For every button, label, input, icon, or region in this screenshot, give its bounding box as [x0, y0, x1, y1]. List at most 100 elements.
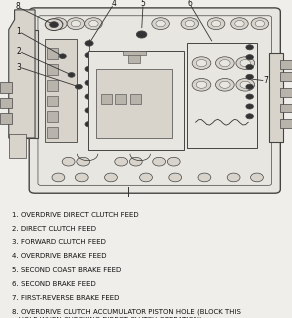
Text: 1: 1: [17, 27, 21, 36]
Circle shape: [246, 45, 253, 50]
Circle shape: [196, 59, 207, 67]
Circle shape: [240, 81, 251, 88]
Circle shape: [227, 173, 240, 182]
Bar: [115, 93, 126, 105]
Circle shape: [85, 66, 93, 72]
Circle shape: [68, 73, 75, 77]
Text: 7. FIRST-REVERSE BRAKE FEED: 7. FIRST-REVERSE BRAKE FEED: [12, 295, 119, 301]
Circle shape: [246, 84, 253, 89]
Bar: [0, 114, 12, 124]
Circle shape: [85, 41, 93, 46]
Circle shape: [85, 108, 93, 113]
Circle shape: [240, 59, 251, 67]
Circle shape: [105, 173, 117, 182]
Bar: [47, 111, 58, 122]
Text: 6: 6: [187, 0, 192, 9]
Circle shape: [129, 157, 142, 166]
Polygon shape: [9, 10, 35, 138]
Circle shape: [75, 84, 82, 89]
Circle shape: [215, 57, 234, 69]
Circle shape: [45, 19, 63, 31]
Circle shape: [167, 157, 180, 166]
Text: 4. OVERDRIVE BRAKE FEED: 4. OVERDRIVE BRAKE FEED: [12, 253, 106, 259]
Circle shape: [181, 18, 199, 30]
Text: 1. OVERDRIVE DIRECT CLUTCH FEED: 1. OVERDRIVE DIRECT CLUTCH FEED: [12, 212, 138, 218]
Circle shape: [89, 20, 98, 27]
Bar: [88, 51, 184, 150]
Circle shape: [62, 157, 75, 166]
Text: 3. FORWARD CLUTCH FEED: 3. FORWARD CLUTCH FEED: [12, 239, 105, 245]
Circle shape: [85, 52, 93, 58]
Bar: [45, 39, 77, 142]
Text: 4: 4: [112, 0, 116, 9]
Bar: [123, 51, 146, 55]
Text: 8: 8: [15, 3, 20, 11]
Bar: [47, 64, 58, 75]
Text: 5: 5: [141, 0, 145, 9]
Circle shape: [220, 59, 230, 67]
Circle shape: [251, 173, 263, 182]
Bar: [47, 96, 58, 107]
Circle shape: [192, 57, 211, 69]
Circle shape: [246, 74, 253, 80]
Circle shape: [52, 173, 65, 182]
Circle shape: [220, 81, 230, 88]
Bar: [9, 134, 26, 158]
Circle shape: [246, 65, 253, 70]
Circle shape: [67, 18, 85, 30]
Circle shape: [85, 80, 93, 86]
FancyBboxPatch shape: [29, 8, 280, 193]
Bar: [47, 80, 58, 91]
Circle shape: [152, 18, 169, 30]
Text: 2: 2: [17, 47, 21, 56]
Circle shape: [115, 157, 128, 166]
Text: 7: 7: [263, 76, 268, 85]
Circle shape: [246, 55, 253, 60]
Bar: [0, 82, 12, 93]
Circle shape: [169, 173, 182, 182]
Circle shape: [198, 173, 211, 182]
Text: 8. OVERDRIVE CLUTCH ACCUMULATOR PISTON HOLE (BLOCK THIS
   HOLE WHEN CHECKING DI: 8. OVERDRIVE CLUTCH ACCUMULATOR PISTON H…: [12, 309, 241, 318]
Bar: [130, 93, 141, 105]
Circle shape: [85, 18, 102, 30]
Bar: [9, 30, 38, 138]
Bar: [269, 53, 283, 142]
Circle shape: [215, 79, 234, 91]
Circle shape: [153, 157, 166, 166]
Circle shape: [54, 20, 63, 27]
Bar: [47, 127, 58, 138]
Bar: [280, 72, 292, 81]
Circle shape: [236, 57, 255, 69]
Circle shape: [231, 18, 248, 30]
Circle shape: [85, 121, 93, 127]
Bar: [187, 43, 257, 148]
Bar: [280, 88, 292, 97]
Circle shape: [246, 104, 253, 109]
Circle shape: [50, 22, 58, 28]
Circle shape: [71, 20, 81, 27]
Circle shape: [75, 173, 88, 182]
Circle shape: [246, 114, 253, 119]
Circle shape: [236, 79, 255, 91]
Circle shape: [246, 94, 253, 99]
Bar: [280, 119, 292, 128]
Bar: [0, 98, 12, 108]
Circle shape: [77, 157, 90, 166]
Circle shape: [211, 20, 221, 27]
Circle shape: [85, 94, 93, 99]
Bar: [47, 48, 58, 59]
Circle shape: [140, 173, 152, 182]
Circle shape: [192, 79, 211, 91]
Circle shape: [235, 20, 244, 27]
Circle shape: [136, 31, 147, 38]
Circle shape: [196, 81, 207, 88]
Bar: [96, 69, 172, 138]
Text: 3: 3: [17, 63, 21, 72]
Circle shape: [207, 18, 225, 30]
Circle shape: [185, 20, 194, 27]
Circle shape: [156, 20, 165, 27]
Bar: [280, 103, 292, 112]
Text: 5. SECOND COAST BRAKE FEED: 5. SECOND COAST BRAKE FEED: [12, 267, 121, 273]
Bar: [101, 93, 112, 105]
Bar: [128, 51, 140, 63]
